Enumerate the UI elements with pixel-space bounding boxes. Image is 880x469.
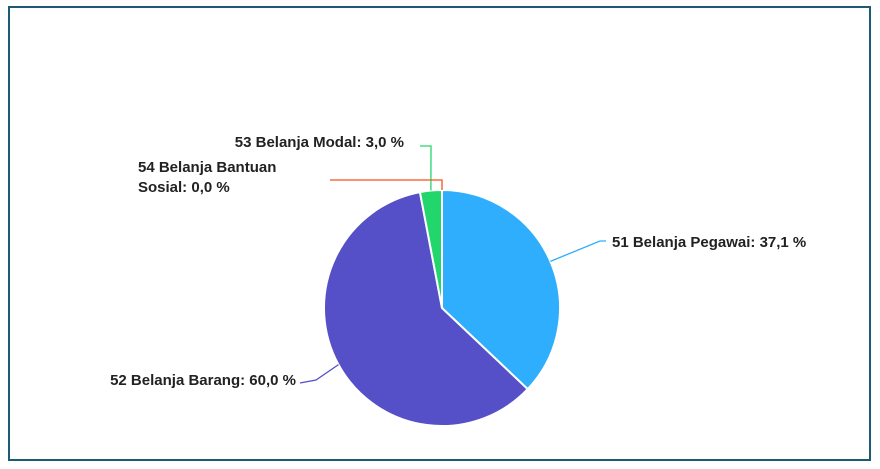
pie-slice [441, 188, 561, 391]
slice-label: 54 Belanja Bantuan Sosial: 0,0 % [138, 159, 276, 196]
label-line: Sosial: 0,0 % [138, 179, 230, 196]
leader-line [330, 179, 443, 190]
leader-line [550, 240, 606, 262]
leader-line [299, 364, 339, 384]
slice-label: 51 Belanja Pegawai: 37,1 % [612, 234, 806, 251]
leader-line [420, 145, 432, 191]
chart-frame [8, 6, 871, 461]
label-line: 54 Belanja Bantuan [138, 159, 276, 176]
slice-label: 52 Belanja Barang: 60,0 % [110, 372, 296, 389]
slice-label: 53 Belanja Modal: 3,0 % [235, 134, 404, 151]
